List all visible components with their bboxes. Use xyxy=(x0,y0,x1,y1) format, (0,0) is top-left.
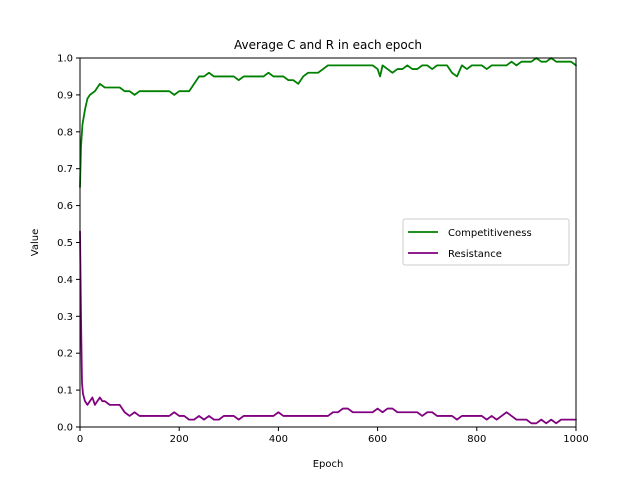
y-tick-label: 0.1 xyxy=(57,386,73,397)
y-tick-label: 0.0 xyxy=(57,423,73,434)
series-line-resistance xyxy=(79,230,577,425)
x-axis: 0 200 400 600 800 1000 xyxy=(77,427,589,445)
x-tick-label: 200 xyxy=(170,434,189,445)
x-tick-label: 1000 xyxy=(563,434,588,445)
y-tick-label: 0.3 xyxy=(57,312,73,323)
y-tick-label: 1.0 xyxy=(57,54,73,65)
y-tick-label: 0.5 xyxy=(57,238,73,249)
y-tick-label: 0.4 xyxy=(57,275,73,286)
y-tick-label: 0.7 xyxy=(57,164,73,175)
y-tick-label: 0.2 xyxy=(57,349,73,360)
x-tick-label: 0 xyxy=(77,434,83,445)
y-tick-label: 0.8 xyxy=(57,127,73,138)
legend-label-competitiveness: Competitiveness xyxy=(448,228,532,239)
legend-box xyxy=(402,218,570,266)
x-tick-label: 600 xyxy=(368,434,387,445)
x-tick-label: 400 xyxy=(269,434,288,445)
x-axis-label: Epoch xyxy=(313,459,344,470)
x-tick-label: 800 xyxy=(467,434,486,445)
legend: Competitiveness Resistance xyxy=(402,218,570,266)
series-layer xyxy=(79,57,577,425)
y-axis-label: Value xyxy=(30,229,41,256)
series-line-competitiveness xyxy=(79,57,577,189)
y-tick-label: 0.9 xyxy=(57,90,73,101)
y-axis: 0.0 0.1 0.2 0.3 0.4 0.5 0.6 0.7 0.8 0.9 1.0 xyxy=(57,54,80,434)
y-tick-label: 0.6 xyxy=(57,201,73,212)
legend-label-resistance: Resistance xyxy=(448,249,502,260)
chart-title: Average C and R in each epoch xyxy=(234,38,422,52)
